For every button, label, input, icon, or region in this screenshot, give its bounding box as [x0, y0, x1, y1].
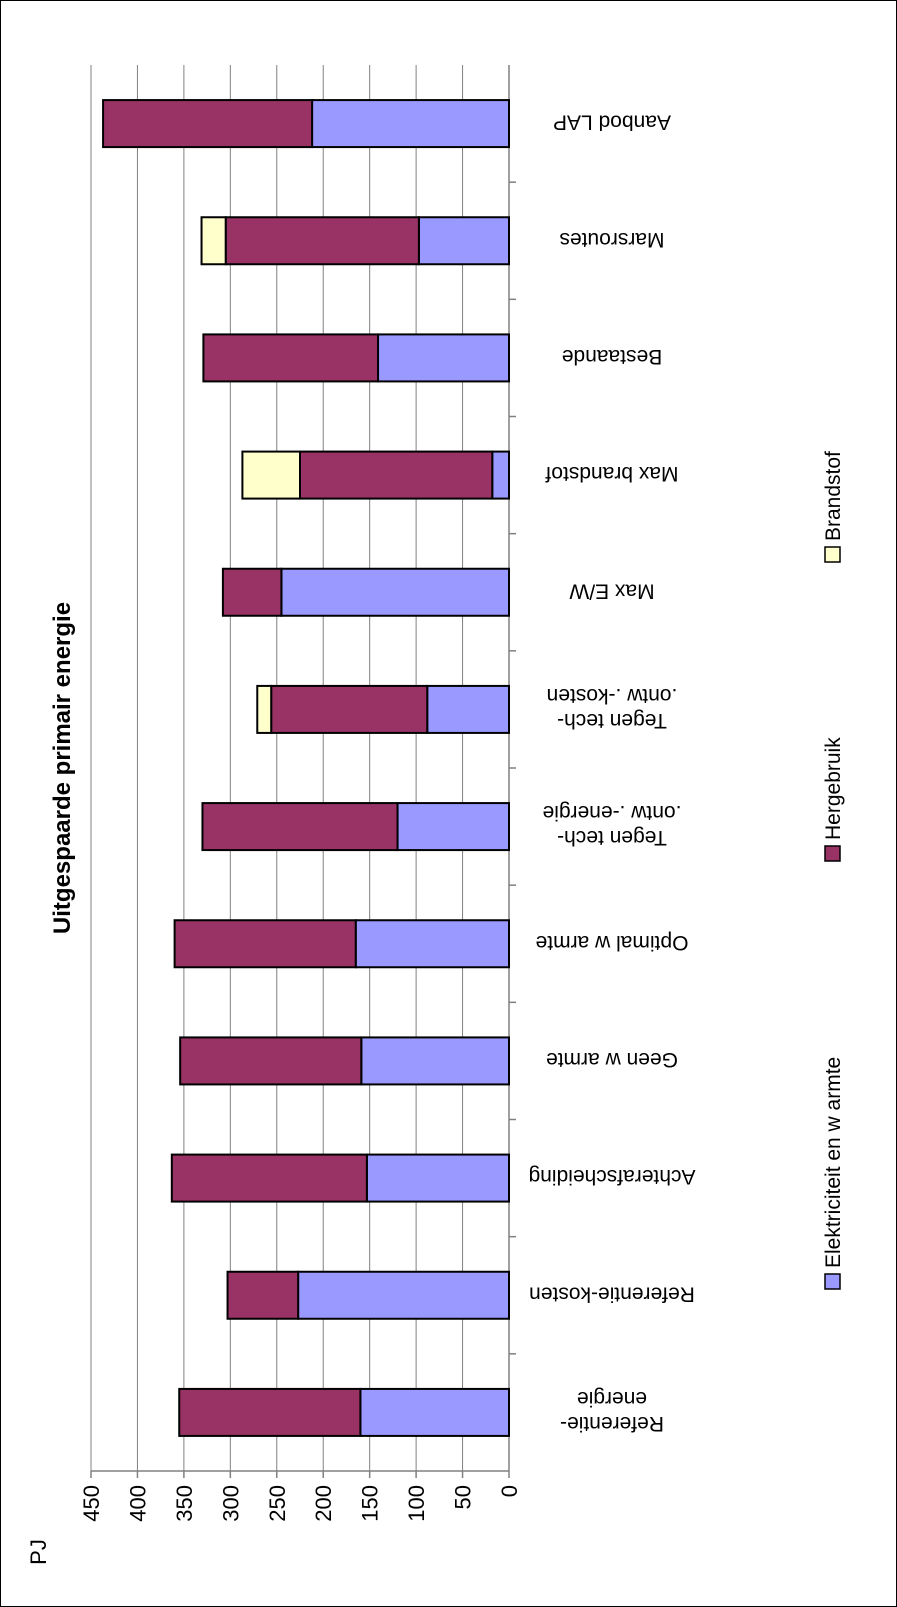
bar-segment-hergebruik	[202, 333, 380, 383]
category-label: Marsroutes	[559, 228, 664, 251]
bars-group	[102, 99, 511, 1437]
legend-swatch	[824, 845, 841, 862]
value-tick-label: 200	[311, 1485, 336, 1522]
category-label: Max brandstof	[545, 462, 678, 485]
category-label-line: Bestaande	[562, 345, 662, 368]
value-tick-label: 450	[79, 1485, 104, 1522]
plot-area	[90, 65, 516, 1478]
bar-segment-elektriciteit-en-w-armte	[417, 216, 510, 266]
category-label-line: Optimal w armte	[536, 931, 689, 954]
legend-swatch	[824, 546, 841, 563]
value-tick-label: 100	[404, 1485, 429, 1522]
bar-segment-hergebruik	[226, 1270, 300, 1320]
bar-segment-elektriciteit-en-w-armte	[377, 333, 510, 383]
bar-segment-brandstof	[241, 450, 301, 500]
category-label: Optimal w armte	[536, 931, 689, 954]
category-label-line: .ontw .-kosten	[547, 684, 678, 707]
value-tick-label: 250	[265, 1485, 290, 1522]
bar-segment-hergebruik	[299, 450, 494, 500]
bar-segment-elektriciteit-en-w-armte	[365, 1153, 510, 1203]
bar-segment-elektriciteit-en-w-armte	[311, 99, 510, 149]
bar-segment-hergebruik	[102, 99, 314, 149]
bar-segment-elektriciteit-en-w-armte	[297, 1270, 510, 1320]
value-tick-label: 300	[218, 1485, 243, 1522]
bar-segment-brandstof	[200, 216, 227, 266]
labels-group: 0 50 100 150 200 250 300 350 400 450 Referentie-en…	[26, 111, 845, 1565]
category-label-line: Max brandstof	[545, 462, 678, 485]
category-label-line: Achterafscheiding	[529, 1165, 696, 1188]
bar-segment-elektriciteit-en-w-armte	[280, 567, 510, 617]
category-label-line: Referentie-kosten	[529, 1282, 695, 1305]
bar-segment-hergebruik	[173, 919, 357, 969]
category-label: Max E/W	[569, 579, 654, 602]
category-label: Aanbod LAP	[553, 111, 671, 134]
chart-title: Uitgespaarde primair energie	[49, 602, 76, 934]
value-tick-label: 350	[172, 1485, 197, 1522]
bar-segment-elektriciteit-en-w-armte	[491, 450, 510, 500]
category-label-line: Marsroutes	[559, 228, 664, 251]
category-label-line: .ontw .-energie	[543, 801, 682, 824]
value-tick-label: 400	[125, 1485, 150, 1522]
bar-segment-elektriciteit-en-w-armte	[359, 1387, 510, 1437]
value-tick-label: 0	[497, 1485, 522, 1497]
bar-segment-hergebruik	[221, 567, 283, 617]
bar-segment-elektriciteit-en-w-armte	[360, 1036, 510, 1086]
bar-segment-elektriciteit-en-w-armte	[426, 684, 511, 734]
category-label-line: Max E/W	[569, 579, 654, 602]
value-tick-label: 150	[358, 1485, 383, 1522]
category-label-line: Aanbod LAP	[553, 111, 671, 134]
category-label: Achterafscheiding	[529, 1165, 696, 1188]
bar-segment-hergebruik	[178, 1387, 362, 1437]
category-label: Bestaande	[562, 345, 662, 368]
legend-label: Elektriciteit en w armte	[822, 1057, 845, 1268]
unit-label: PJ	[26, 1539, 51, 1565]
legend-label: Hergebruik	[822, 737, 845, 840]
category-label-line: energie	[577, 1387, 647, 1410]
bar-segment-brandstof	[256, 684, 273, 734]
bar-segment-hergebruik	[201, 802, 399, 852]
category-label: Referentie-kosten	[529, 1282, 695, 1305]
bar-segment-hergebruik	[224, 216, 420, 266]
bar-segment-hergebruik	[170, 1153, 368, 1203]
legend-label: Brandstof	[822, 451, 845, 541]
plot-background	[91, 65, 509, 1471]
category-label: Referentie-energie	[560, 1387, 664, 1435]
bar-segment-hergebruik	[270, 684, 429, 734]
category-label: Geen w armte	[546, 1048, 678, 1071]
category-label-line: Geen w armte	[546, 1048, 678, 1071]
category-label: Tegen tech-.ontw .-kosten	[547, 684, 678, 732]
bar-segment-elektriciteit-en-w-armte	[396, 802, 510, 852]
legend-swatch	[824, 1273, 841, 1290]
bar-segment-hergebruik	[179, 1036, 363, 1086]
category-label-line: Referentie-	[560, 1412, 664, 1435]
category-label-line: Tegen tech-	[557, 709, 667, 732]
category-label-line: Tegen tech-	[557, 826, 667, 849]
category-label: Tegen tech-.ontw .-energie	[543, 801, 682, 849]
value-tick-label: 50	[451, 1485, 476, 1509]
bar-segment-elektriciteit-en-w-armte	[354, 919, 510, 969]
